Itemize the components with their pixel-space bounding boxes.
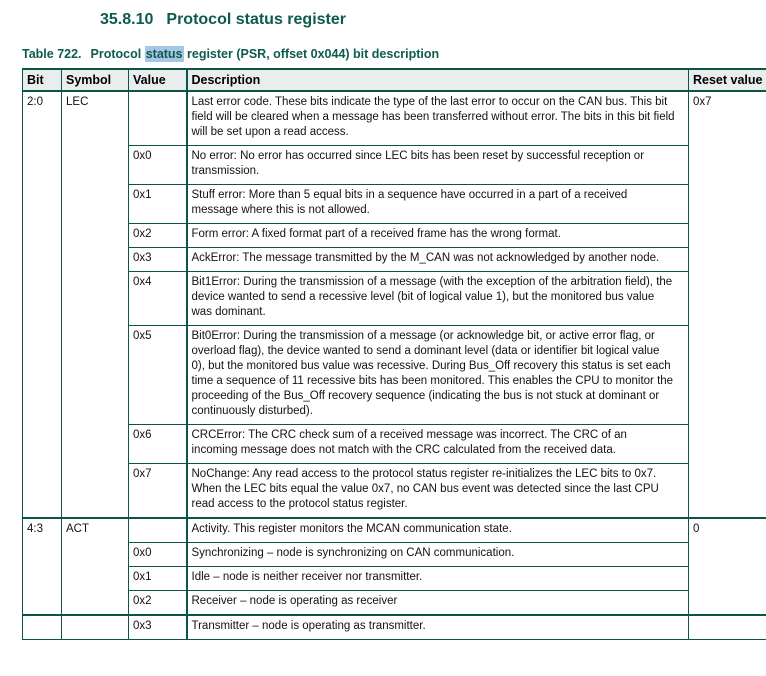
table-row: 0x0 Synchronizing – node is synchronizing… (23, 542, 766, 567)
value-cell: 0x3 (128, 614, 187, 640)
description-cell: Stuff error: More than 5 equal bits in a… (185, 184, 689, 224)
description-cell: Receiver – node is operating as receiver (185, 590, 689, 616)
table-row: 0x2 Receiver – node is operating as recei… (23, 590, 766, 616)
table-row: 0x1 Idle – node is neither receiver nor t… (23, 566, 766, 591)
symbol-cell: LEC (61, 90, 129, 519)
symbol-cell: ACT (61, 517, 129, 616)
description-cell: Form error: A fixed format part of a rec… (185, 223, 689, 248)
description-cell: AckError: The message transmitted by the… (185, 247, 689, 272)
value-cell: 0x0 (128, 542, 187, 567)
reset-value-cell (688, 614, 766, 640)
description-cell: Synchronizing – node is synchronizing on… (185, 542, 689, 567)
bit-cell: 2:0 (22, 90, 62, 519)
reset-value-cell: 0 (688, 517, 766, 616)
bit-cell: 4:3 (22, 517, 62, 616)
value-cell: 0x5 (128, 325, 187, 425)
table-body: 2:0 LEC Last error code. These bits indica… (22, 90, 766, 640)
value-cell: 0x4 (128, 271, 187, 326)
value-cell: 0x6 (128, 424, 187, 464)
table-row: 0x1 Stuff error: More than 5 equal bits i… (23, 184, 766, 224)
description-cell: No error: No error has occurred since LE… (185, 145, 689, 185)
table-header-row: Bit Symbol Value Description Reset value (22, 68, 766, 92)
section-number: 35.8.10 (100, 11, 154, 28)
page-title: 35.8.10 Protocol status register (100, 11, 346, 29)
column-header-value: Value (128, 68, 187, 92)
value-cell (128, 90, 187, 146)
table-row: 0x3 AckError: The message transmitted by … (23, 247, 766, 272)
description-cell: Bit0Error: During the transmission of a … (185, 325, 689, 425)
value-cell: 0x3 (128, 247, 187, 272)
table-row: 0x5 Bit0Error: During the transmission of… (23, 325, 766, 425)
value-cell: 0x2 (128, 590, 187, 616)
value-cell: 0x0 (128, 145, 187, 185)
bit-cell (22, 614, 62, 640)
caption-table-number: Table 722. (22, 47, 82, 61)
column-header-symbol: Symbol (61, 68, 129, 92)
description-cell: Idle – node is neither receiver nor tran… (185, 566, 689, 591)
table-row: 4:3 ACT Activity. This register monitors t… (22, 517, 766, 616)
table-row: 2:0 LEC Last error code. These bits indica… (22, 90, 766, 519)
caption-text-pre: Protocol (90, 47, 145, 61)
table-row-continuation: 0x3 Transmitter – node is operating as tr… (22, 614, 766, 640)
section-title-text: Protocol status register (166, 11, 346, 28)
description-cell: Transmitter – node is operating as trans… (185, 614, 689, 640)
caption-text-post: register (PSR, offset 0x044) bit descrip… (183, 47, 440, 61)
table-header: Bit Symbol Value Description Reset value (22, 68, 766, 92)
symbol-cell (61, 614, 129, 640)
reset-value-cell: 0x7 (688, 90, 766, 519)
column-header-desc: Description (185, 68, 689, 92)
description-cell: Bit1Error: During the transmission of a … (185, 271, 689, 326)
table-row: 0x4 Bit1Error: During the transmission of… (23, 271, 766, 326)
search-highlight: status (144, 46, 184, 62)
value-cell (128, 517, 187, 543)
value-cell: 0x2 (128, 223, 187, 248)
bit-description-table: Bit Symbol Value Description Reset value 2:0… (22, 68, 766, 640)
table-row: 0x6 CRCError: The CRC check sum of a rece… (23, 424, 766, 464)
value-cell: 0x7 (128, 463, 187, 519)
description-cell: Last error code. These bits indicate the… (185, 90, 689, 146)
table-caption: Table 722. Protocol status register (PSR,… (22, 46, 440, 62)
table-row: 0x2 Form error: A fixed format part of a … (23, 223, 766, 248)
value-cell: 0x1 (128, 184, 187, 224)
table-row: 0x0 No error: No error has occurred since… (23, 145, 766, 185)
description-cell: CRCError: The CRC check sum of a receive… (185, 424, 689, 464)
table-row: 0x7 NoChange: Any read access to the prot… (23, 463, 766, 519)
column-header-reset: Reset value (688, 68, 766, 92)
description-cell: Activity. This register monitors the MCA… (185, 517, 689, 543)
description-cell: NoChange: Any read access to the protoco… (185, 463, 689, 519)
column-header-bit: Bit (22, 68, 62, 92)
value-cell: 0x1 (128, 566, 187, 591)
